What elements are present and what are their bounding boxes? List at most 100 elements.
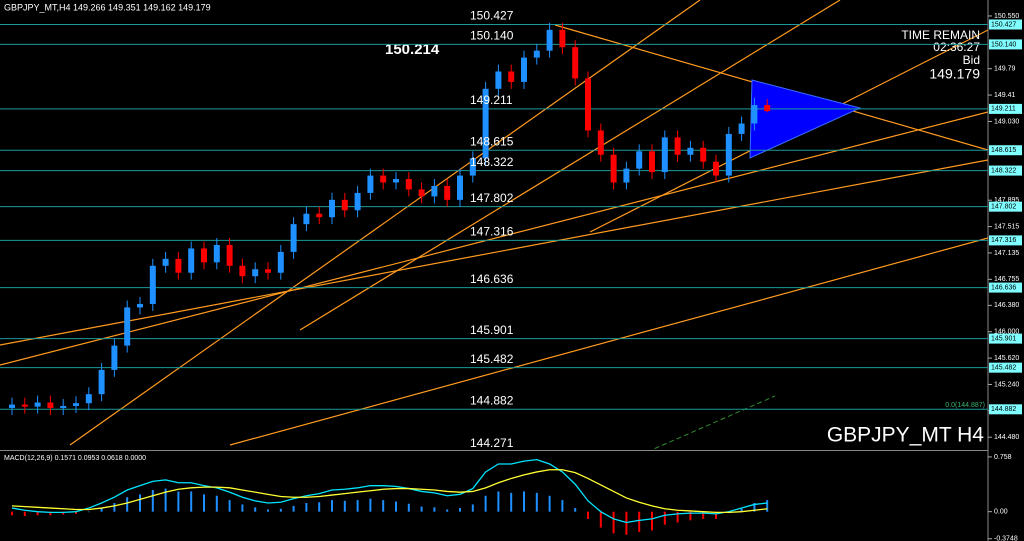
candle-body (444, 185, 451, 200)
level-box-label: 146.636 (991, 284, 1016, 291)
level-label: 150.140 (470, 29, 514, 43)
trend-line (229, 237, 988, 446)
level-box-label: 145.901 (991, 335, 1016, 342)
level-box-label: 147.802 (991, 204, 1016, 211)
candle-body (597, 130, 604, 155)
macd-bar (433, 507, 436, 512)
level-box-label: 148.615 (991, 147, 1016, 154)
y-tick-label: 149.030 (994, 118, 1019, 125)
level-box (989, 333, 1022, 344)
y-tick-label: 144.480 (994, 434, 1019, 441)
trend-line (299, 0, 841, 331)
macd-bar (753, 503, 756, 512)
macd-bar (740, 508, 743, 512)
candle-body (585, 78, 591, 131)
level-box (989, 201, 1022, 212)
candle-body (700, 147, 707, 162)
candle-body (290, 224, 297, 252)
macd-bar (651, 511, 653, 531)
level-box-label: 150.140 (991, 41, 1016, 48)
level-label: 145.482 (470, 352, 514, 366)
level-box-label: 145.482 (991, 365, 1016, 372)
macd-bar (702, 511, 705, 519)
level-box-label: 148.322 (991, 167, 1016, 174)
candle-body (252, 269, 259, 277)
macd-bar (331, 500, 333, 512)
level-label: 147.802 (470, 191, 514, 205)
candle-body (405, 179, 412, 190)
candle-body (674, 137, 681, 155)
candle-body (751, 105, 758, 124)
macd-bar (62, 511, 65, 515)
level-label: 150.427 (470, 9, 514, 23)
candle-body (316, 213, 323, 218)
macd-bar (523, 491, 525, 512)
macd-bar (663, 511, 666, 525)
macd-bar (612, 511, 615, 534)
macd-bar (164, 488, 167, 512)
candle-body (469, 158, 476, 176)
time-remain: TIME REMAIN (901, 28, 980, 42)
level-box (989, 145, 1022, 156)
macd-bar (215, 495, 218, 512)
macd-bar (638, 511, 641, 532)
level-box (989, 39, 1022, 50)
macd-bar (292, 505, 295, 512)
y-tick-label: 146.000 (994, 329, 1019, 336)
macd-bar (715, 511, 717, 519)
trend-line (0, 159, 988, 346)
countdown: 02:36:27 (933, 40, 980, 54)
y-tick-label: 147.895 (994, 197, 1019, 204)
macd-bar (459, 508, 461, 512)
macd-bar (574, 508, 577, 512)
level-label: 149.211 (470, 93, 513, 107)
level-box (989, 19, 1022, 30)
candle-body (265, 269, 271, 273)
macd-bar (23, 511, 26, 517)
header: GBPJPY_MT,H4 149.266 149.351 149.162 149… (4, 2, 211, 12)
candle-body (201, 248, 207, 263)
macd-bar (484, 495, 487, 512)
level-label: 146.636 (470, 272, 514, 286)
macd-line (11, 458, 768, 524)
macd-bar (561, 500, 564, 512)
candle-body (9, 404, 15, 409)
macd-bar (279, 508, 282, 512)
level-box-label: 150.427 (991, 21, 1016, 28)
candle-body (34, 402, 41, 407)
level-box (989, 165, 1022, 176)
candle-body (124, 307, 131, 346)
trend-line (69, 0, 701, 446)
macd-bar (548, 495, 551, 512)
level-box (989, 235, 1022, 246)
level-label: 148.322 (470, 155, 514, 169)
macd-bar (535, 492, 538, 512)
candle-body (623, 168, 630, 183)
macd-bar (126, 497, 129, 512)
candle-body (418, 189, 425, 197)
macd-bar (177, 491, 180, 512)
macd-bar (267, 509, 269, 512)
candle-body (457, 175, 463, 200)
macd-bar (190, 491, 193, 512)
candle-body (738, 123, 745, 134)
candle-body (521, 57, 527, 82)
y-tick-label: 149.41 (994, 92, 1016, 99)
candle-body (175, 258, 182, 273)
candle-body (341, 199, 348, 211)
bid-label: Bid (963, 53, 980, 67)
candle-body (610, 154, 617, 183)
candle-body (162, 258, 169, 266)
candle-body (85, 394, 92, 404)
candle-body (137, 303, 143, 308)
macd-bar (356, 500, 359, 512)
y-tick-label: 0.00 (994, 509, 1008, 516)
candle-body (149, 265, 156, 304)
candle-body (687, 147, 694, 155)
macd-bar (11, 511, 13, 516)
candle-body (303, 213, 310, 225)
candle-body (367, 175, 374, 193)
candle-body (277, 251, 284, 273)
macd-panel (11, 458, 769, 535)
